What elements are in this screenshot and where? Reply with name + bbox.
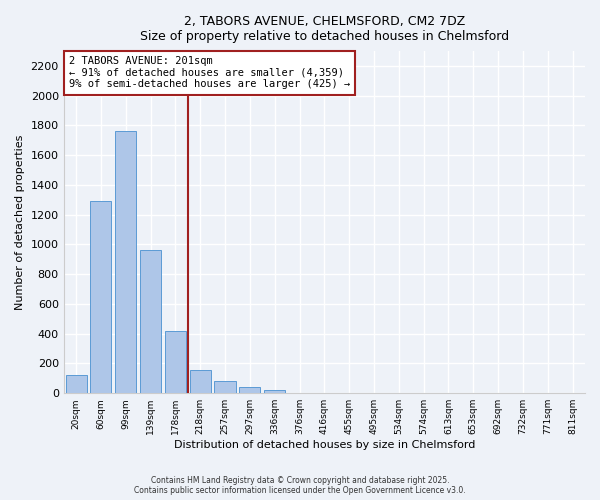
Bar bbox=[214, 382, 236, 393]
Bar bbox=[165, 330, 186, 393]
Bar bbox=[239, 388, 260, 393]
Bar bbox=[115, 132, 136, 393]
Y-axis label: Number of detached properties: Number of detached properties bbox=[15, 134, 25, 310]
Text: 2 TABORS AVENUE: 201sqm
← 91% of detached houses are smaller (4,359)
9% of semi-: 2 TABORS AVENUE: 201sqm ← 91% of detache… bbox=[69, 56, 350, 90]
Bar bbox=[264, 390, 285, 393]
Bar bbox=[140, 250, 161, 393]
Bar bbox=[65, 376, 86, 393]
X-axis label: Distribution of detached houses by size in Chelmsford: Distribution of detached houses by size … bbox=[173, 440, 475, 450]
Text: Contains HM Land Registry data © Crown copyright and database right 2025.
Contai: Contains HM Land Registry data © Crown c… bbox=[134, 476, 466, 495]
Title: 2, TABORS AVENUE, CHELMSFORD, CM2 7DZ
Size of property relative to detached hous: 2, TABORS AVENUE, CHELMSFORD, CM2 7DZ Si… bbox=[140, 15, 509, 43]
Bar bbox=[91, 202, 112, 393]
Bar bbox=[190, 370, 211, 393]
